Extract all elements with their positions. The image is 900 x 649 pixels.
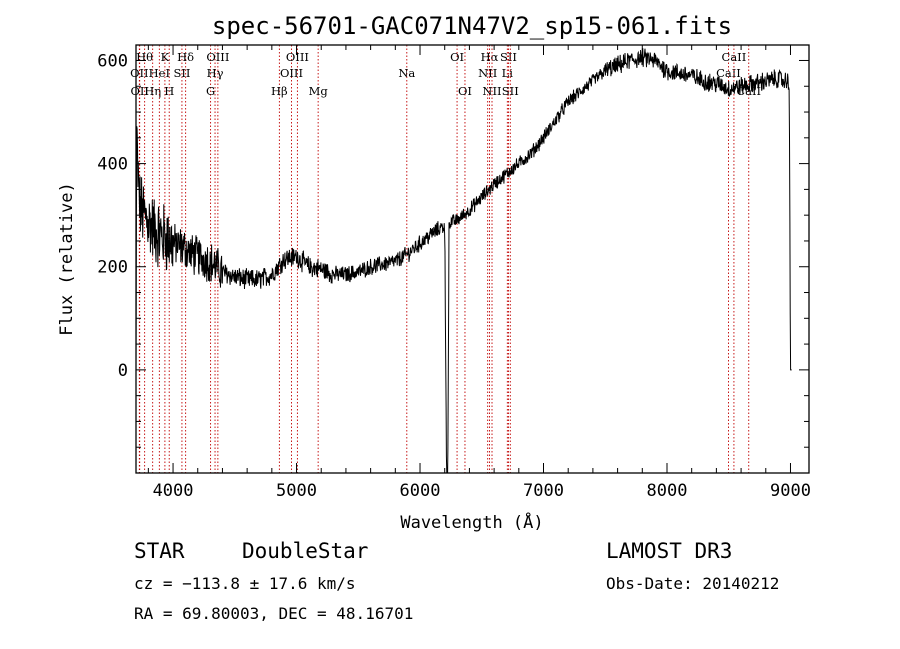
observation-date: Obs-Date: 20140212	[606, 574, 779, 593]
y-tick-label: 400	[97, 155, 128, 175]
spectral-line-label: G	[206, 84, 215, 98]
spectral-line-label: SII	[173, 66, 190, 80]
redshift-cz: cz = −113.8 ± 17.6 km/s	[134, 574, 356, 593]
spectral-line-label: H	[164, 84, 174, 98]
plot-frame	[135, 44, 810, 474]
y-tick-label: 600	[97, 51, 128, 71]
spectral-line-label: Li	[502, 66, 514, 80]
spectral-line-label: CaII	[716, 66, 741, 80]
spectral-line-label: Hη	[144, 84, 161, 98]
x-tick-label: 4000	[153, 481, 194, 501]
spectral-line-label: HeI	[149, 66, 170, 80]
axis-ticks: 4000 5000 6000 7000 8000 9000 0 200 400 600	[97, 45, 811, 501]
spectral-line-label: NII	[478, 66, 497, 80]
spectral-line-label: SII	[500, 50, 517, 64]
spectral-line-label: NII	[482, 84, 501, 98]
object-class: STAR	[134, 539, 185, 563]
spectral-line-label: Mg	[309, 84, 329, 98]
x-tick-label: 7000	[523, 481, 564, 501]
x-tick-label: 5000	[276, 481, 317, 501]
coordinates: RA = 69.80003, DEC = 48.16701	[134, 604, 413, 623]
spectral-line-label: OIII	[286, 50, 309, 64]
spectrum-plot-area	[135, 48, 792, 474]
spectral-line-label: Hθ	[136, 50, 153, 64]
spectral-line-label: Hα	[481, 50, 499, 64]
spectral-line-label: OIII	[206, 50, 229, 64]
spectral-line-label: OI	[450, 50, 464, 64]
x-tick-label: 9000	[770, 481, 811, 501]
object-subclass: DoubleStar	[242, 539, 368, 563]
spectral-line-label: K	[161, 50, 170, 64]
spectral-line-label: Na	[398, 66, 415, 80]
spectrum-line	[135, 48, 792, 474]
spectral-line-label: CaII	[722, 50, 747, 64]
y-tick-label: 200	[97, 258, 128, 278]
spectral-line-label: SII	[502, 84, 519, 98]
spectral-line-label: Hβ	[271, 84, 288, 98]
y-axis-label: Flux (relative)	[57, 182, 77, 336]
x-tick-label: 8000	[647, 481, 688, 501]
spectral-line-markers: OIIOIIHθHηHeIKHSIIHδGHγOIIIHβOIIIOIIIMgN…	[130, 45, 761, 473]
spectral-line-label: Hγ	[207, 66, 224, 80]
spectral-line-label: OI	[458, 84, 472, 98]
survey-name: LAMOST DR3	[606, 539, 732, 563]
x-tick-label: 6000	[400, 481, 441, 501]
x-axis-label: Wavelength (Å)	[400, 511, 543, 533]
spectral-line-label: Hδ	[177, 50, 194, 64]
y-tick-label: 0	[118, 361, 128, 381]
chart-title: spec-56701-GAC071N47V2_sp15-061.fits	[212, 12, 732, 40]
spectral-line-label: OIII	[280, 66, 303, 80]
